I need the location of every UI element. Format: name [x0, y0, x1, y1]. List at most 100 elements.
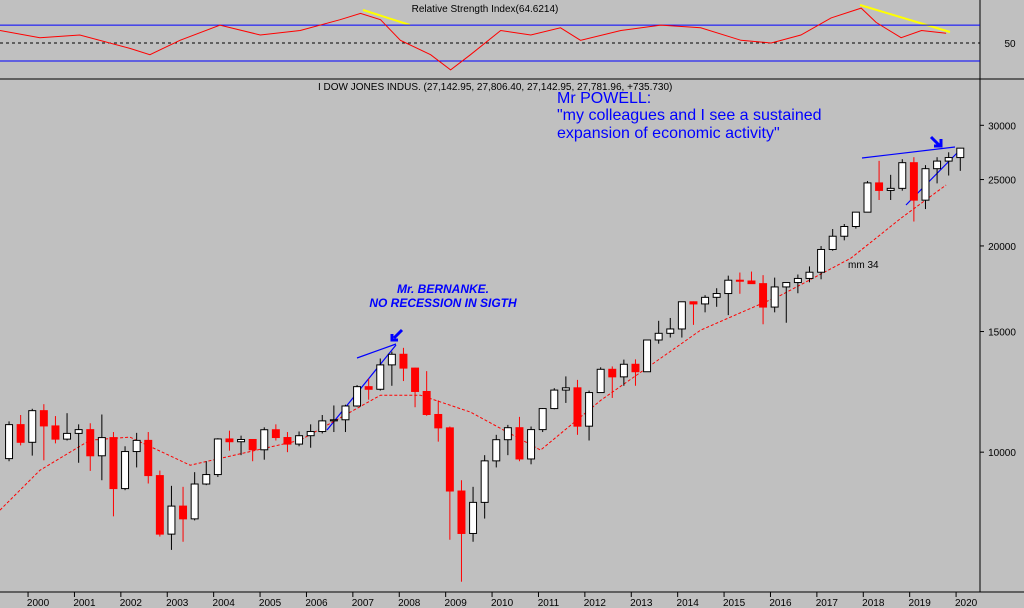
candle-body [387, 353, 396, 366]
x-tick-label: 2019 [909, 598, 932, 608]
candle-body [121, 451, 130, 490]
candle-body [271, 429, 280, 439]
candle-body [492, 439, 501, 462]
candle-body [527, 429, 536, 460]
x-tick-label: 2000 [27, 598, 50, 608]
candle-body [190, 483, 199, 520]
y-tick-label: 50 [1004, 39, 1016, 50]
candle-body [805, 271, 814, 279]
candle-body [851, 211, 860, 228]
y-tick-label: 20000 [988, 242, 1016, 253]
candle-body [74, 429, 83, 434]
candle-body [596, 368, 605, 394]
x-tick-label: 2017 [816, 598, 839, 608]
candle-body [144, 439, 153, 477]
candle-body [886, 187, 895, 191]
candle-body [155, 475, 164, 535]
candle-body [666, 328, 675, 334]
candle-body [469, 501, 478, 534]
x-tick-label: 2007 [352, 598, 375, 608]
candle-body [898, 162, 907, 189]
ma-label: mm 34 [848, 260, 879, 271]
candle-body [503, 427, 512, 441]
annotation: NO RECESSION IN SIGTH [369, 296, 517, 310]
candle-body [608, 368, 617, 378]
candle-body [561, 387, 570, 391]
candle-body [318, 420, 327, 433]
candle-body [631, 363, 640, 373]
x-tick-label: 2015 [723, 598, 746, 608]
rsi-title: Relative Strength Index(64.6214) [412, 4, 559, 15]
x-tick-label: 2005 [259, 598, 282, 608]
y-tick-label: 25000 [988, 176, 1016, 187]
y-tick-label: 10000 [988, 448, 1016, 459]
trendline [362, 9, 411, 26]
candle-body [909, 162, 918, 201]
annotation: expansion of economic activity" [557, 125, 780, 142]
annotation: Mr. BERNANKE. [397, 282, 489, 296]
candle-body [364, 386, 373, 390]
x-tick-label: 2002 [120, 598, 143, 608]
x-tick-label: 2011 [538, 598, 560, 608]
candle-body [619, 363, 628, 378]
candle-body [759, 283, 768, 308]
candle-body [376, 364, 385, 390]
candle-body [248, 438, 257, 451]
candle-body [782, 282, 791, 288]
annotation: Mr POWELL: [557, 90, 651, 107]
candle-body [724, 279, 733, 295]
candle-body [411, 367, 420, 392]
moving-average [0, 184, 947, 511]
trendline [859, 4, 951, 33]
candle-body [132, 439, 141, 453]
candle-body [353, 386, 362, 407]
candle-body [538, 408, 547, 431]
candle-body [712, 293, 721, 298]
candle-body [480, 460, 489, 503]
candle-body [956, 147, 965, 159]
candle-body [341, 405, 350, 421]
candle-body [654, 332, 663, 341]
candle-body [295, 435, 304, 445]
candle-body [677, 301, 686, 330]
rsi-line [0, 7, 947, 71]
x-tick-label: 2018 [862, 598, 885, 608]
candle-body [747, 280, 756, 285]
candle-body [944, 157, 953, 162]
candle-body [51, 425, 60, 440]
y-tick-label: 15000 [988, 328, 1016, 339]
candle-body [237, 438, 246, 443]
candle-body [63, 432, 72, 440]
x-tick-label: 2003 [166, 598, 189, 608]
candle-body [422, 390, 431, 415]
candle-body [643, 339, 652, 373]
annotation: "my colleagues and I see a sustained [557, 107, 822, 124]
candle-body [840, 226, 849, 237]
candle-body [585, 392, 594, 427]
candle-body [225, 438, 234, 443]
x-tick-label: 2008 [398, 598, 421, 608]
candle-body [399, 353, 408, 369]
x-tick-label: 2020 [955, 598, 978, 608]
candle-body [39, 410, 48, 427]
candle-body [179, 505, 188, 520]
candle-body [875, 182, 884, 191]
trendline [326, 344, 397, 431]
candle-body [515, 427, 524, 460]
candle-body [16, 424, 25, 443]
candle-body [735, 279, 744, 282]
x-tick-label: 2010 [491, 598, 514, 608]
candle-body [445, 427, 454, 492]
x-tick-label: 2012 [584, 598, 607, 608]
candle-body [202, 474, 211, 485]
x-tick-label: 2009 [445, 598, 468, 608]
candle-body [921, 168, 930, 201]
candle-body [828, 235, 837, 250]
candle-body [213, 438, 222, 476]
candle-body [550, 389, 559, 410]
candle-body [793, 277, 802, 284]
x-tick-label: 2013 [630, 598, 653, 608]
candle-body [457, 490, 466, 534]
